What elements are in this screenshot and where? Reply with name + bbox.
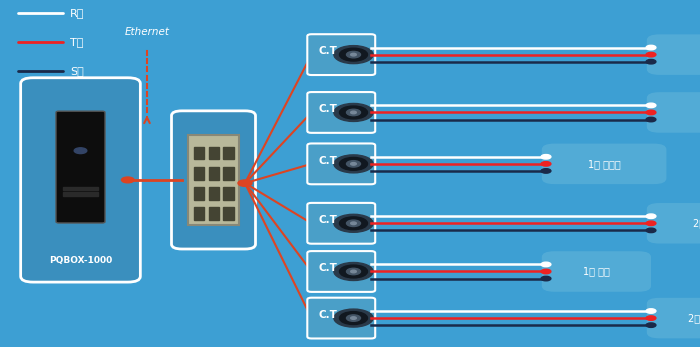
FancyBboxPatch shape — [307, 143, 375, 184]
Circle shape — [351, 163, 356, 165]
Circle shape — [541, 276, 551, 281]
Circle shape — [541, 169, 551, 173]
FancyBboxPatch shape — [647, 92, 700, 133]
FancyBboxPatch shape — [647, 34, 700, 75]
Bar — [209, 187, 219, 200]
Text: PQBOX-1000: PQBOX-1000 — [49, 256, 112, 265]
Circle shape — [334, 309, 373, 327]
Circle shape — [346, 51, 360, 58]
FancyBboxPatch shape — [21, 78, 140, 282]
Circle shape — [334, 155, 373, 173]
Text: 2번 펜프: 2번 펜프 — [688, 313, 700, 323]
FancyBboxPatch shape — [307, 92, 375, 133]
Circle shape — [541, 154, 551, 159]
FancyBboxPatch shape — [647, 298, 700, 338]
Circle shape — [541, 262, 551, 267]
Text: C.T: C.T — [318, 263, 337, 273]
Text: 1번 공조기: 1번 공조기 — [588, 159, 620, 169]
Bar — [188, 135, 239, 225]
Bar — [209, 167, 219, 180]
FancyBboxPatch shape — [542, 144, 666, 184]
Text: 1번 펜프: 1번 펜프 — [583, 266, 610, 277]
Circle shape — [340, 312, 368, 324]
Circle shape — [122, 177, 134, 183]
Bar — [223, 187, 234, 200]
Circle shape — [541, 269, 551, 274]
Circle shape — [646, 309, 656, 313]
Circle shape — [334, 262, 373, 280]
FancyBboxPatch shape — [307, 298, 375, 338]
Circle shape — [646, 59, 656, 64]
Bar — [209, 146, 219, 159]
Circle shape — [351, 270, 356, 273]
Circle shape — [340, 158, 368, 170]
Circle shape — [74, 148, 87, 154]
Circle shape — [646, 323, 656, 328]
Circle shape — [351, 222, 356, 225]
Circle shape — [351, 53, 356, 56]
Bar — [223, 167, 234, 180]
Circle shape — [346, 220, 360, 227]
Text: C.T: C.T — [318, 156, 337, 166]
Circle shape — [340, 265, 368, 278]
FancyBboxPatch shape — [172, 111, 256, 249]
Circle shape — [340, 48, 368, 61]
Bar — [209, 207, 219, 220]
Circle shape — [646, 103, 656, 108]
Circle shape — [646, 228, 656, 232]
FancyBboxPatch shape — [307, 203, 375, 244]
Circle shape — [351, 111, 356, 114]
Bar — [223, 146, 234, 159]
Circle shape — [334, 45, 373, 64]
Bar — [63, 192, 98, 196]
Text: Ethernet: Ethernet — [125, 27, 169, 37]
Circle shape — [646, 110, 656, 115]
Circle shape — [541, 162, 551, 166]
Circle shape — [346, 268, 360, 275]
FancyBboxPatch shape — [307, 251, 375, 292]
Bar — [194, 207, 204, 220]
Circle shape — [646, 117, 656, 122]
Text: T상: T상 — [70, 37, 83, 47]
Text: C.T: C.T — [318, 104, 337, 114]
Text: S상: S상 — [70, 66, 84, 76]
Circle shape — [351, 317, 356, 319]
Circle shape — [340, 106, 368, 119]
Circle shape — [646, 316, 656, 320]
FancyBboxPatch shape — [542, 251, 651, 292]
FancyBboxPatch shape — [56, 111, 105, 223]
Circle shape — [646, 45, 656, 50]
Bar — [63, 187, 98, 189]
Text: C.T: C.T — [318, 215, 337, 225]
Circle shape — [346, 109, 360, 116]
Text: R상: R상 — [70, 8, 85, 18]
FancyBboxPatch shape — [307, 34, 375, 75]
Text: 2번 공조기: 2번 공조기 — [693, 218, 700, 228]
Circle shape — [340, 217, 368, 230]
Text: C.T: C.T — [318, 310, 337, 320]
Circle shape — [334, 103, 373, 121]
Circle shape — [646, 52, 656, 57]
FancyBboxPatch shape — [647, 203, 700, 244]
Bar — [194, 167, 204, 180]
Circle shape — [646, 214, 656, 219]
Bar — [194, 187, 204, 200]
Circle shape — [238, 180, 252, 186]
Circle shape — [334, 214, 373, 232]
Text: C.T: C.T — [318, 46, 337, 57]
Circle shape — [646, 221, 656, 226]
Circle shape — [346, 161, 360, 167]
Bar — [223, 207, 234, 220]
Circle shape — [346, 315, 360, 321]
Bar — [194, 146, 204, 159]
